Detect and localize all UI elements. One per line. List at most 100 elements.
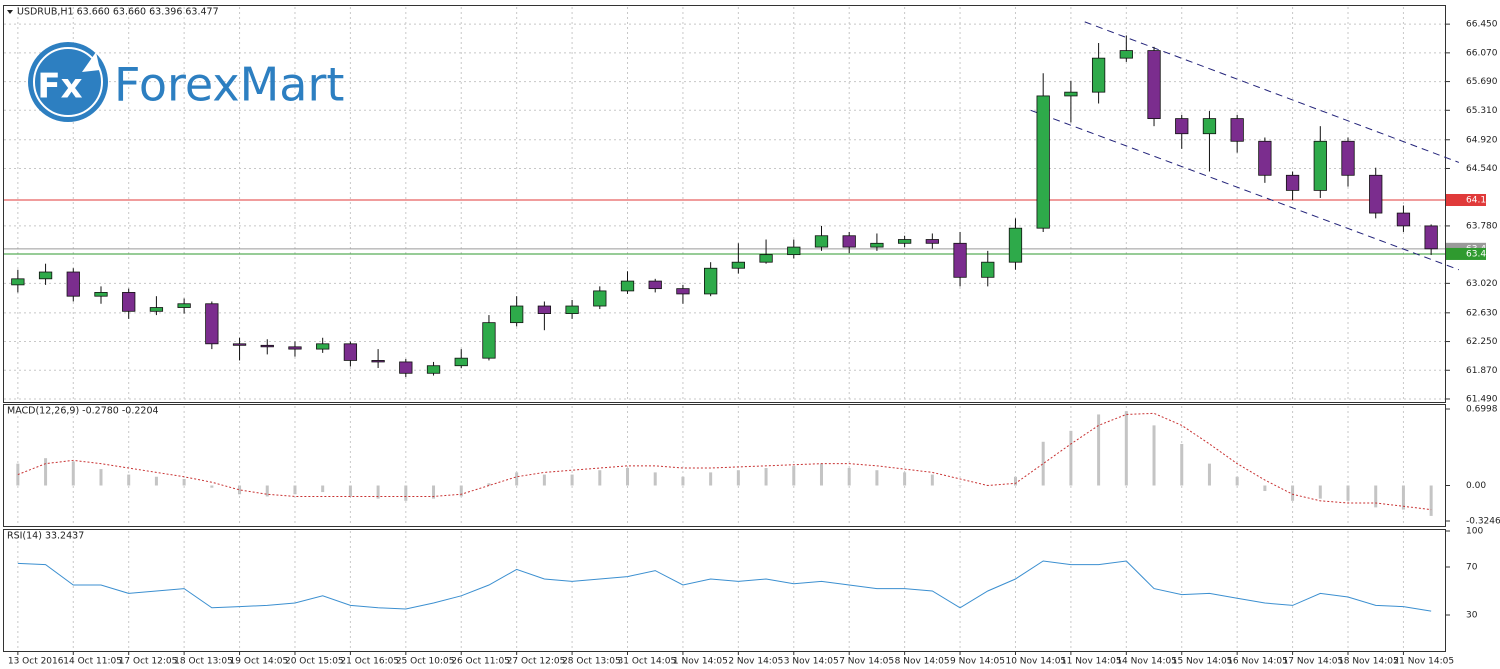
y-tick-label: 63.020	[1466, 279, 1498, 289]
macd-bar	[127, 474, 131, 486]
main-panel-frame	[3, 5, 1446, 403]
macd-bar	[1291, 485, 1295, 501]
x-tick-label: 26 Oct 11:05	[451, 657, 510, 667]
x-tick-label: 15 Nov 14:05	[1172, 657, 1233, 667]
candle-body	[66, 271, 80, 297]
macd-bar	[1152, 425, 1156, 486]
candle-body	[1313, 140, 1327, 191]
candle-body	[842, 235, 856, 248]
trend-channel-line	[1084, 21, 1460, 163]
candle-body	[1396, 212, 1411, 227]
candle-body	[38, 271, 53, 280]
macd-bar	[570, 474, 574, 486]
y-tick-label: 65.310	[1466, 106, 1498, 116]
y-tick-label: 0.00	[1466, 481, 1486, 491]
macd-bar	[626, 468, 630, 486]
candle-body	[1424, 225, 1438, 250]
macd-bar	[99, 469, 103, 486]
y-tick-label: 63.780	[1466, 221, 1498, 231]
macd-bar	[1041, 441, 1045, 486]
candle-body	[1119, 50, 1133, 59]
macd-bar	[44, 458, 48, 486]
x-tick-label: 31 Oct 14:05	[618, 657, 677, 667]
candle-body	[260, 344, 274, 348]
macd-bar	[238, 485, 242, 495]
candle-body	[1258, 140, 1272, 176]
logo-arrow	[82, 52, 100, 72]
y-tick-label: 64.920	[1466, 135, 1498, 145]
x-tick-label: 11 Nov 14:05	[1061, 657, 1122, 667]
candle-body	[731, 261, 745, 269]
macd-bar	[542, 474, 546, 486]
logo-circle	[28, 42, 108, 122]
y-tick-label: 61.870	[1466, 366, 1498, 376]
candle-body	[1285, 174, 1300, 191]
y-tick-label: 62.250	[1466, 337, 1498, 347]
macd-bar	[1013, 476, 1017, 486]
macd-bar	[930, 474, 934, 486]
macd-bar	[1124, 411, 1128, 486]
candle-body	[1064, 91, 1078, 97]
macd-bar	[487, 483, 491, 486]
candle-body	[1230, 118, 1244, 142]
x-tick-label: 21 Nov 14:05	[1393, 657, 1454, 667]
candle-body	[953, 242, 967, 278]
macd-bar	[376, 485, 380, 499]
price-level-label: 63.409	[1466, 249, 1498, 259]
x-tick-label: 14 Oct 11:05	[63, 657, 122, 667]
candle-body	[371, 360, 385, 363]
macd-bar	[1207, 463, 1211, 486]
candle-body	[537, 305, 552, 314]
candle-body	[676, 288, 690, 295]
candle-body	[897, 239, 912, 244]
macd-bar	[1401, 485, 1405, 510]
rsi-line	[17, 560, 1432, 612]
candle-body	[787, 246, 801, 256]
y-tick-label: -0.3246	[1466, 517, 1500, 527]
macd-bar	[1235, 476, 1239, 486]
y-tick-label: 0.6998	[1466, 405, 1498, 415]
macd-bar	[1429, 485, 1433, 516]
x-tick-label: 3 Nov 14:05	[784, 657, 839, 667]
macd-bar	[792, 465, 796, 486]
y-tick-label: 64.540	[1466, 164, 1498, 174]
y-tick-label: 66.070	[1466, 48, 1498, 58]
y-tick-label: 100	[1466, 527, 1483, 537]
x-tick-label: 17 Nov 14:05	[1283, 657, 1344, 667]
price-level-label: 64.123	[1466, 195, 1498, 205]
macd-bar	[1180, 443, 1184, 486]
menu-triangle	[7, 10, 13, 14]
macd-title: MACD(12,26,9) -0.2780 -0.2204	[7, 406, 159, 417]
macd-bar	[515, 472, 519, 486]
candle-body	[510, 305, 524, 324]
rsi-panel-frame	[3, 529, 1446, 652]
macd-bar	[321, 485, 325, 493]
macd-bar	[1374, 485, 1378, 508]
candle-body	[759, 254, 773, 263]
macd-bar	[459, 485, 463, 497]
candle-body	[1202, 118, 1217, 135]
main-title: USDRUB,H1 63.660 63.660 63.396 63.477	[17, 7, 219, 18]
macd-bar	[1097, 414, 1101, 486]
macd-bar	[348, 485, 352, 497]
x-tick-label: 28 Oct 13:05	[562, 657, 621, 667]
candle-body	[177, 303, 191, 308]
candle-body	[814, 235, 829, 248]
candle-body	[1341, 140, 1355, 176]
candle-body	[482, 322, 496, 359]
y-tick-label: 66.450	[1466, 20, 1498, 30]
candle-body	[454, 357, 468, 367]
price-level-box	[1446, 247, 1486, 260]
candle-body	[11, 278, 25, 286]
x-tick-label: 20 Oct 15:05	[285, 657, 344, 667]
macd-bar	[819, 463, 823, 486]
macd-bar	[265, 485, 269, 497]
candle-body	[1091, 57, 1106, 93]
candle-body	[288, 346, 302, 350]
candle-body	[593, 290, 607, 307]
trend-channel-line	[1030, 109, 1460, 271]
macd-bar	[764, 468, 768, 486]
